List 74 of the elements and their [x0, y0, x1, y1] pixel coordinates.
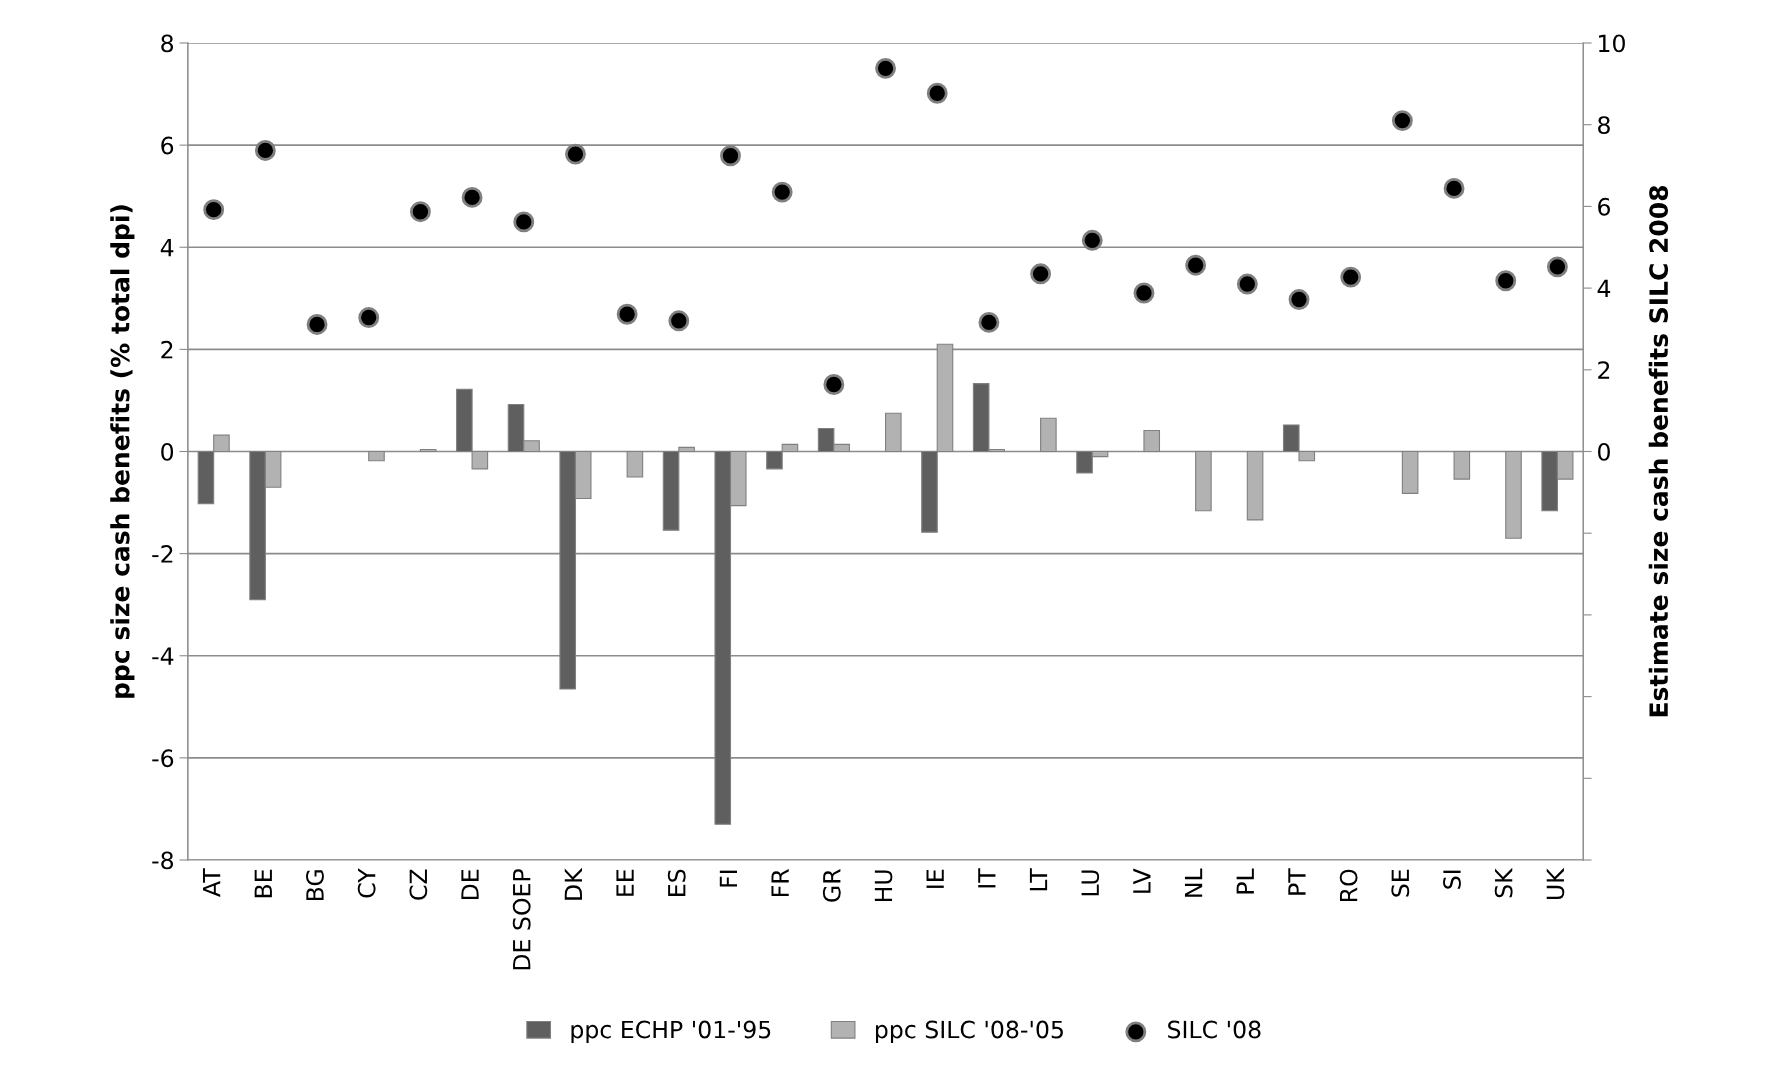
x-tick-label: DE SOEP	[512, 869, 531, 970]
y-tick-label: 2	[161, 340, 173, 359]
y-tick-label: -6	[152, 749, 174, 768]
point	[358, 307, 380, 328]
y2-tick-label: 10	[1599, 34, 1625, 53]
point	[461, 186, 483, 208]
x-tick-label: SK	[1494, 867, 1513, 898]
point	[254, 139, 276, 161]
y-tick-label: -8	[152, 851, 174, 870]
x-tick-label: UK	[1546, 867, 1565, 900]
x-tick-label: LT	[1029, 868, 1048, 891]
x-tick-label: IT	[978, 868, 996, 888]
x-tick-label: SI	[1443, 870, 1461, 889]
y2-tick-label: 8	[1598, 116, 1610, 135]
point	[1288, 289, 1310, 310]
y-tick-label: 0	[161, 442, 174, 461]
x-tick-label: EE	[616, 869, 634, 896]
y2-axis-title: Estimate size cash benefits SILC 2008	[1648, 185, 1669, 717]
point	[823, 374, 845, 395]
point	[668, 310, 690, 332]
y2-tick-label: 6	[1598, 197, 1610, 216]
point	[1495, 270, 1517, 292]
point	[875, 57, 896, 79]
point	[1340, 266, 1362, 288]
x-tick-label: AT	[202, 868, 221, 897]
y2-tick-label: 0	[1598, 442, 1610, 461]
x-tick-label: PT	[1288, 868, 1306, 895]
point	[1133, 282, 1155, 304]
x-tick-label: BE	[254, 869, 272, 898]
point	[978, 311, 1000, 333]
x-tick-label: BG	[306, 870, 324, 901]
point	[565, 143, 586, 165]
point	[1185, 254, 1207, 276]
legend-label: SILC '08	[1168, 1020, 1261, 1039]
x-tick-label: IE	[926, 869, 944, 888]
x-tick-label: ES	[667, 869, 686, 896]
point	[1236, 273, 1258, 295]
y-tick-label: -4	[152, 647, 174, 665]
x-tick-label: DK	[564, 867, 582, 900]
x-tick-label: DE	[461, 869, 479, 900]
x-tick-label: HU	[874, 870, 893, 902]
x-tick-label: GR	[822, 869, 841, 902]
point	[513, 211, 535, 233]
point	[203, 199, 225, 221]
y2-tick-label: 2	[1598, 361, 1610, 379]
x-tick-label: FI	[719, 870, 738, 887]
point	[1546, 256, 1568, 278]
point	[1030, 263, 1052, 285]
y2-tick-label: 4	[1597, 279, 1611, 298]
x-tick-label: LU	[1081, 870, 1100, 896]
y-tick-label: 4	[160, 239, 174, 257]
x-tick-label: CZ	[409, 869, 428, 900]
point	[1391, 110, 1413, 132]
x-tick-label: RO	[1339, 869, 1358, 902]
x-tick-label: FR	[771, 869, 789, 896]
point	[616, 303, 638, 325]
legend-label: ppc ECHP '01-'95	[571, 1020, 771, 1043]
x-tick-label: SE	[1391, 869, 1410, 897]
point	[771, 181, 793, 203]
x-tick-label: LV	[1133, 868, 1151, 893]
x-tick-label: NL	[1184, 868, 1203, 897]
point	[926, 82, 948, 104]
y-tick-label: 6	[161, 136, 174, 155]
point	[720, 145, 741, 167]
point	[409, 201, 431, 223]
y-axis-title: ppc size cash benefits (% total dpi)	[110, 205, 135, 698]
y-tick-label: 8	[161, 34, 174, 53]
legend-label: ppc SILC '08-'05	[875, 1020, 1063, 1043]
point	[1081, 229, 1103, 251]
y-tick-label: -2	[152, 545, 173, 563]
x-tick-label: CY	[357, 868, 376, 898]
point	[306, 314, 328, 335]
point	[1443, 177, 1465, 199]
x-tick-label: PL	[1236, 868, 1254, 894]
